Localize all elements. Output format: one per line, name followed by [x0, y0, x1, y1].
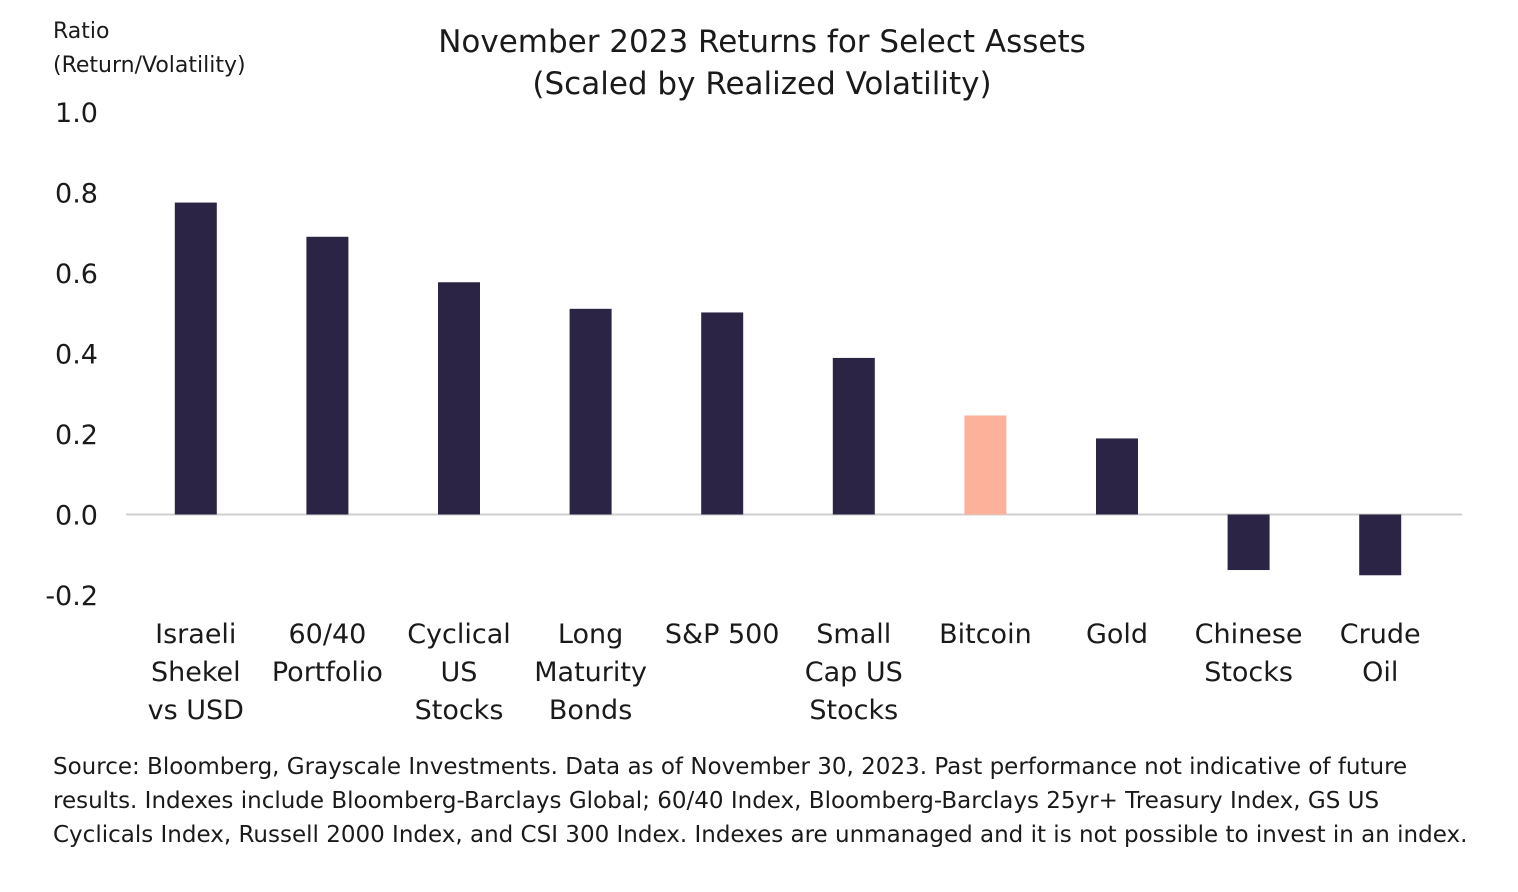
y-tick-label: 1.0	[55, 98, 98, 129]
category-label: Bitcoin	[939, 619, 1032, 650]
y-axis-label-line-1: Ratio	[53, 19, 109, 44]
y-tick-label: 0.4	[55, 340, 98, 371]
bar	[306, 236, 349, 515]
bar	[174, 202, 217, 515]
y-tick-label: 0.8	[55, 179, 98, 210]
chart-title-line-2: (Scaled by Realized Volatility)	[532, 66, 991, 102]
category-label: Israeli Shekel vs USD	[148, 619, 244, 726]
bar	[832, 357, 875, 515]
category-label: Cyclical US Stocks	[407, 619, 511, 726]
bar	[701, 312, 744, 515]
y-tick-label: -0.2	[45, 581, 98, 612]
source-note: Source: Bloomberg, Grayscale Investments…	[53, 754, 1468, 848]
bar	[964, 415, 1007, 515]
category-label: Crude Oil	[1340, 619, 1421, 688]
category-label: Small Cap US Stocks	[805, 619, 903, 726]
y-axis-ticks: 1.0 0.8 0.6 0.4 0.2 0.0 -0.2	[45, 98, 98, 612]
bar	[1227, 514, 1270, 571]
bar	[438, 282, 480, 515]
category-label: Long Maturity Bonds	[534, 619, 647, 726]
bar-chart: November 2023 Returns for Select Assets …	[45, 19, 1462, 726]
y-axis-label-line-2: (Return/Volatility)	[53, 53, 246, 78]
category-label: Chinese Stocks	[1195, 619, 1303, 688]
y-tick-label: 0.2	[55, 420, 98, 451]
category-label: 60/40 Portfolio	[272, 619, 383, 688]
bar	[1096, 438, 1138, 515]
chart-title-line-1: November 2023 Returns for Select Assets	[438, 24, 1086, 60]
category-label: Gold	[1086, 619, 1148, 650]
category-labels: Israeli Shekel vs USD 60/40 Portfolio Cyclica…	[148, 619, 1421, 726]
bar	[1359, 514, 1402, 576]
y-tick-label: 0.6	[55, 259, 98, 290]
y-tick-label: 0.0	[55, 501, 98, 532]
bar	[569, 308, 612, 515]
bars	[174, 202, 1402, 576]
category-label: S&P 500	[665, 619, 780, 650]
